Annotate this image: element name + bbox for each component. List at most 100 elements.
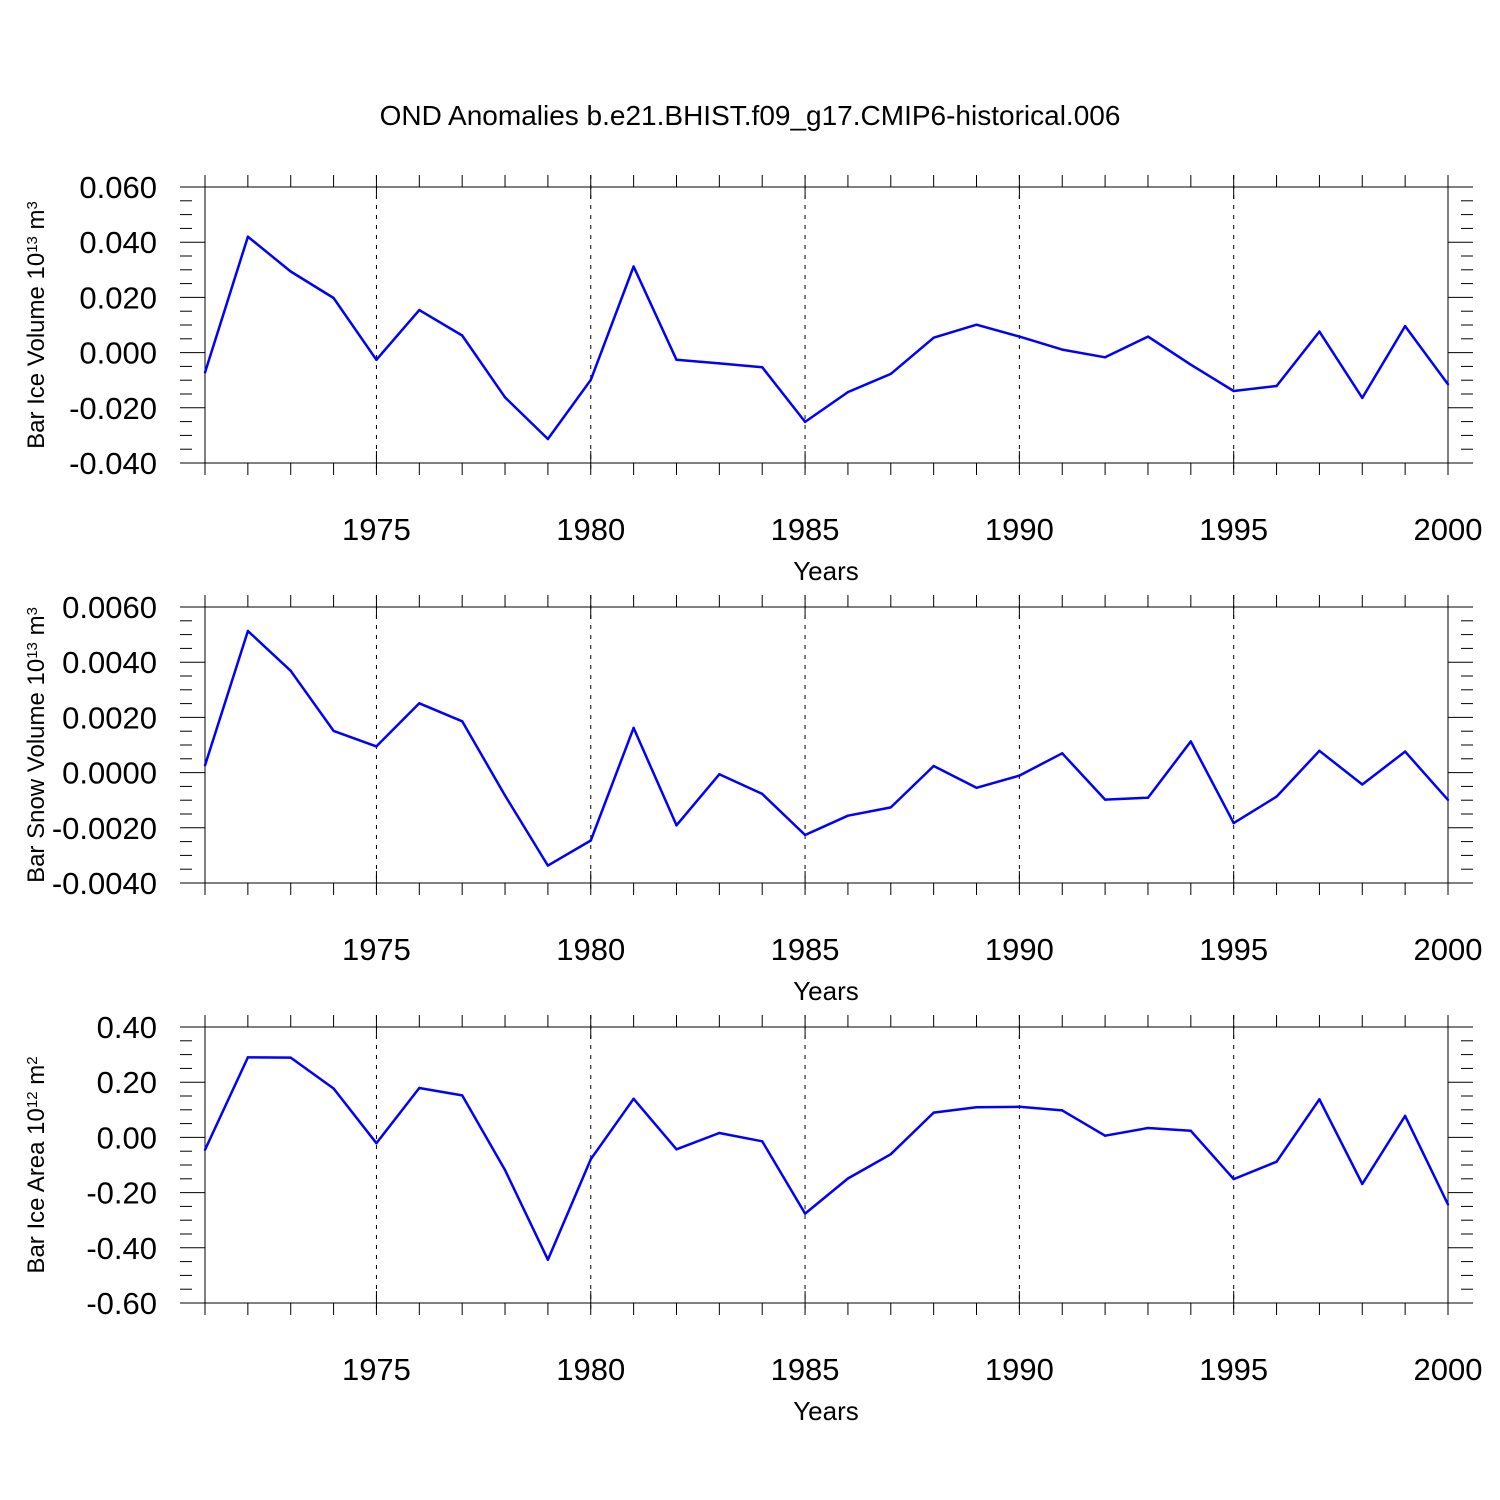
data-point-1975: [375, 1141, 378, 1145]
x-tick-label-2000: 2000: [1414, 1352, 1483, 1387]
x-tick-label-2000: 2000: [1414, 932, 1483, 967]
y-tick-label: -0.040: [69, 446, 157, 481]
y-tick-label: 0.020: [79, 280, 157, 315]
data-point-1985: [803, 420, 807, 424]
data-point-1990: [1018, 1105, 1021, 1108]
y-axis-label-part: m: [23, 615, 50, 642]
data-point-1989: [975, 786, 978, 789]
x-tick-label-1975: 1975: [342, 932, 411, 967]
data-point-1998: [1361, 1182, 1364, 1186]
figure-title: OND Anomalies b.e21.BHIST.f09_g17.CMIP6-…: [380, 100, 1121, 131]
data-point-1979: [546, 437, 550, 441]
data-point-1974: [332, 729, 335, 733]
y-axis-label-part: m: [23, 209, 50, 236]
x-tick-label-1980: 1980: [556, 512, 625, 547]
data-point-1972: [246, 629, 250, 633]
data-point-1997: [1318, 1098, 1321, 1101]
data-point-1996: [1275, 795, 1278, 798]
data-point-1994: [1189, 1129, 1193, 1132]
y-tick-label: 0.0060: [62, 590, 157, 625]
data-point-1979: [546, 864, 550, 867]
data-point-1972: [246, 1056, 250, 1059]
data-point-1973: [289, 270, 292, 273]
x-tick-label-1985: 1985: [771, 512, 840, 547]
data-point-1989: [975, 1106, 978, 1109]
data-point-1980: [589, 1158, 592, 1161]
data-point-1992: [1103, 356, 1107, 359]
y-tick-label: 0.0020: [62, 700, 157, 735]
x-tick-label-1990: 1990: [985, 512, 1054, 547]
x-tick-label-1995: 1995: [1199, 512, 1268, 547]
data-point-1973: [289, 1056, 292, 1059]
data-point-1977: [460, 1094, 464, 1097]
x-tick-label-1990: 1990: [985, 1352, 1054, 1387]
data-point-1987: [889, 372, 892, 376]
data-point-1981: [632, 1097, 635, 1100]
y-tick-label: -0.40: [86, 1231, 157, 1266]
data-point-1995: [1232, 1177, 1235, 1181]
data-point-1993: [1146, 335, 1150, 338]
y-tick-label: -0.0020: [52, 811, 157, 846]
y-tick-label: 0.00: [97, 1120, 157, 1155]
data-point-1976: [418, 702, 421, 705]
data-point-1988: [932, 1111, 935, 1114]
data-point-1991: [1061, 1109, 1064, 1112]
data-point-1981: [632, 726, 635, 730]
data-point-1971: [203, 764, 207, 767]
data-point-1984: [761, 792, 764, 796]
data-point-2000: [1446, 1203, 1450, 1206]
data-point-1974: [332, 296, 335, 300]
data-point-1999: [1403, 750, 1407, 753]
data-point-1987: [889, 806, 892, 809]
series-line: [203, 629, 1449, 867]
y-tick-label: -0.0040: [52, 866, 157, 901]
data-point-1985: [803, 833, 807, 837]
data-point-1999: [1403, 324, 1407, 328]
x-tick-label-1980: 1980: [556, 1352, 625, 1387]
data-point-1996: [1275, 1160, 1278, 1163]
y-axis-label-part: Bar Snow Volume 10: [23, 659, 50, 883]
data-point-1990: [1018, 335, 1021, 338]
y-axis-label-superscript: 3: [24, 201, 41, 209]
data-point-1975: [375, 358, 378, 361]
data-point-1981: [632, 265, 635, 268]
data-point-1997: [1318, 749, 1321, 752]
data-point-1992: [1103, 798, 1107, 801]
data-point-1982: [675, 824, 678, 827]
data-point-1976: [418, 308, 421, 312]
y-tick-label: 0.0040: [62, 645, 157, 680]
data-point-1990: [1018, 774, 1021, 777]
y-tick-label: 0.000: [79, 336, 157, 371]
data-point-1988: [932, 336, 935, 339]
x-tick-label-1985: 1985: [771, 1352, 840, 1387]
y-axis-label-superscript: 3: [24, 607, 41, 615]
x-tick-label-1975: 1975: [342, 1352, 411, 1387]
data-point-1983: [718, 362, 721, 365]
data-point-1980: [589, 839, 592, 842]
y-tick-label: 0.060: [79, 170, 157, 205]
data-point-1993: [1146, 796, 1150, 799]
data-point-1985: [803, 1212, 807, 1215]
y-tick-label: 0.0000: [62, 756, 157, 791]
data-point-1982: [675, 1148, 678, 1151]
y-tick-label: 0.40: [97, 1010, 157, 1045]
data-point-1979: [546, 1258, 550, 1261]
y-axis-label-part: Bar Ice Area 10: [23, 1108, 50, 1273]
data-point-1998: [1361, 783, 1364, 786]
data-point-1971: [203, 1148, 207, 1152]
y-axis-label: Bar Snow Volume 1013 m3: [23, 607, 50, 883]
data-point-1971: [203, 371, 207, 374]
data-point-1972: [246, 235, 250, 238]
data-point-1995: [1232, 821, 1235, 825]
data-point-1982: [675, 358, 678, 361]
data-point-1986: [846, 1177, 850, 1180]
x-axis-label: Years: [793, 556, 859, 586]
x-axis-label: Years: [793, 976, 859, 1006]
y-axis-label: Bar Ice Volume 1013 m3: [23, 201, 50, 449]
data-point-1975: [375, 745, 378, 748]
y-axis-label-superscript: 13: [24, 642, 41, 659]
data-point-1994: [1189, 740, 1193, 743]
data-point-1980: [589, 378, 592, 382]
y-axis-label-part: Bar Ice Volume 10: [23, 253, 50, 449]
